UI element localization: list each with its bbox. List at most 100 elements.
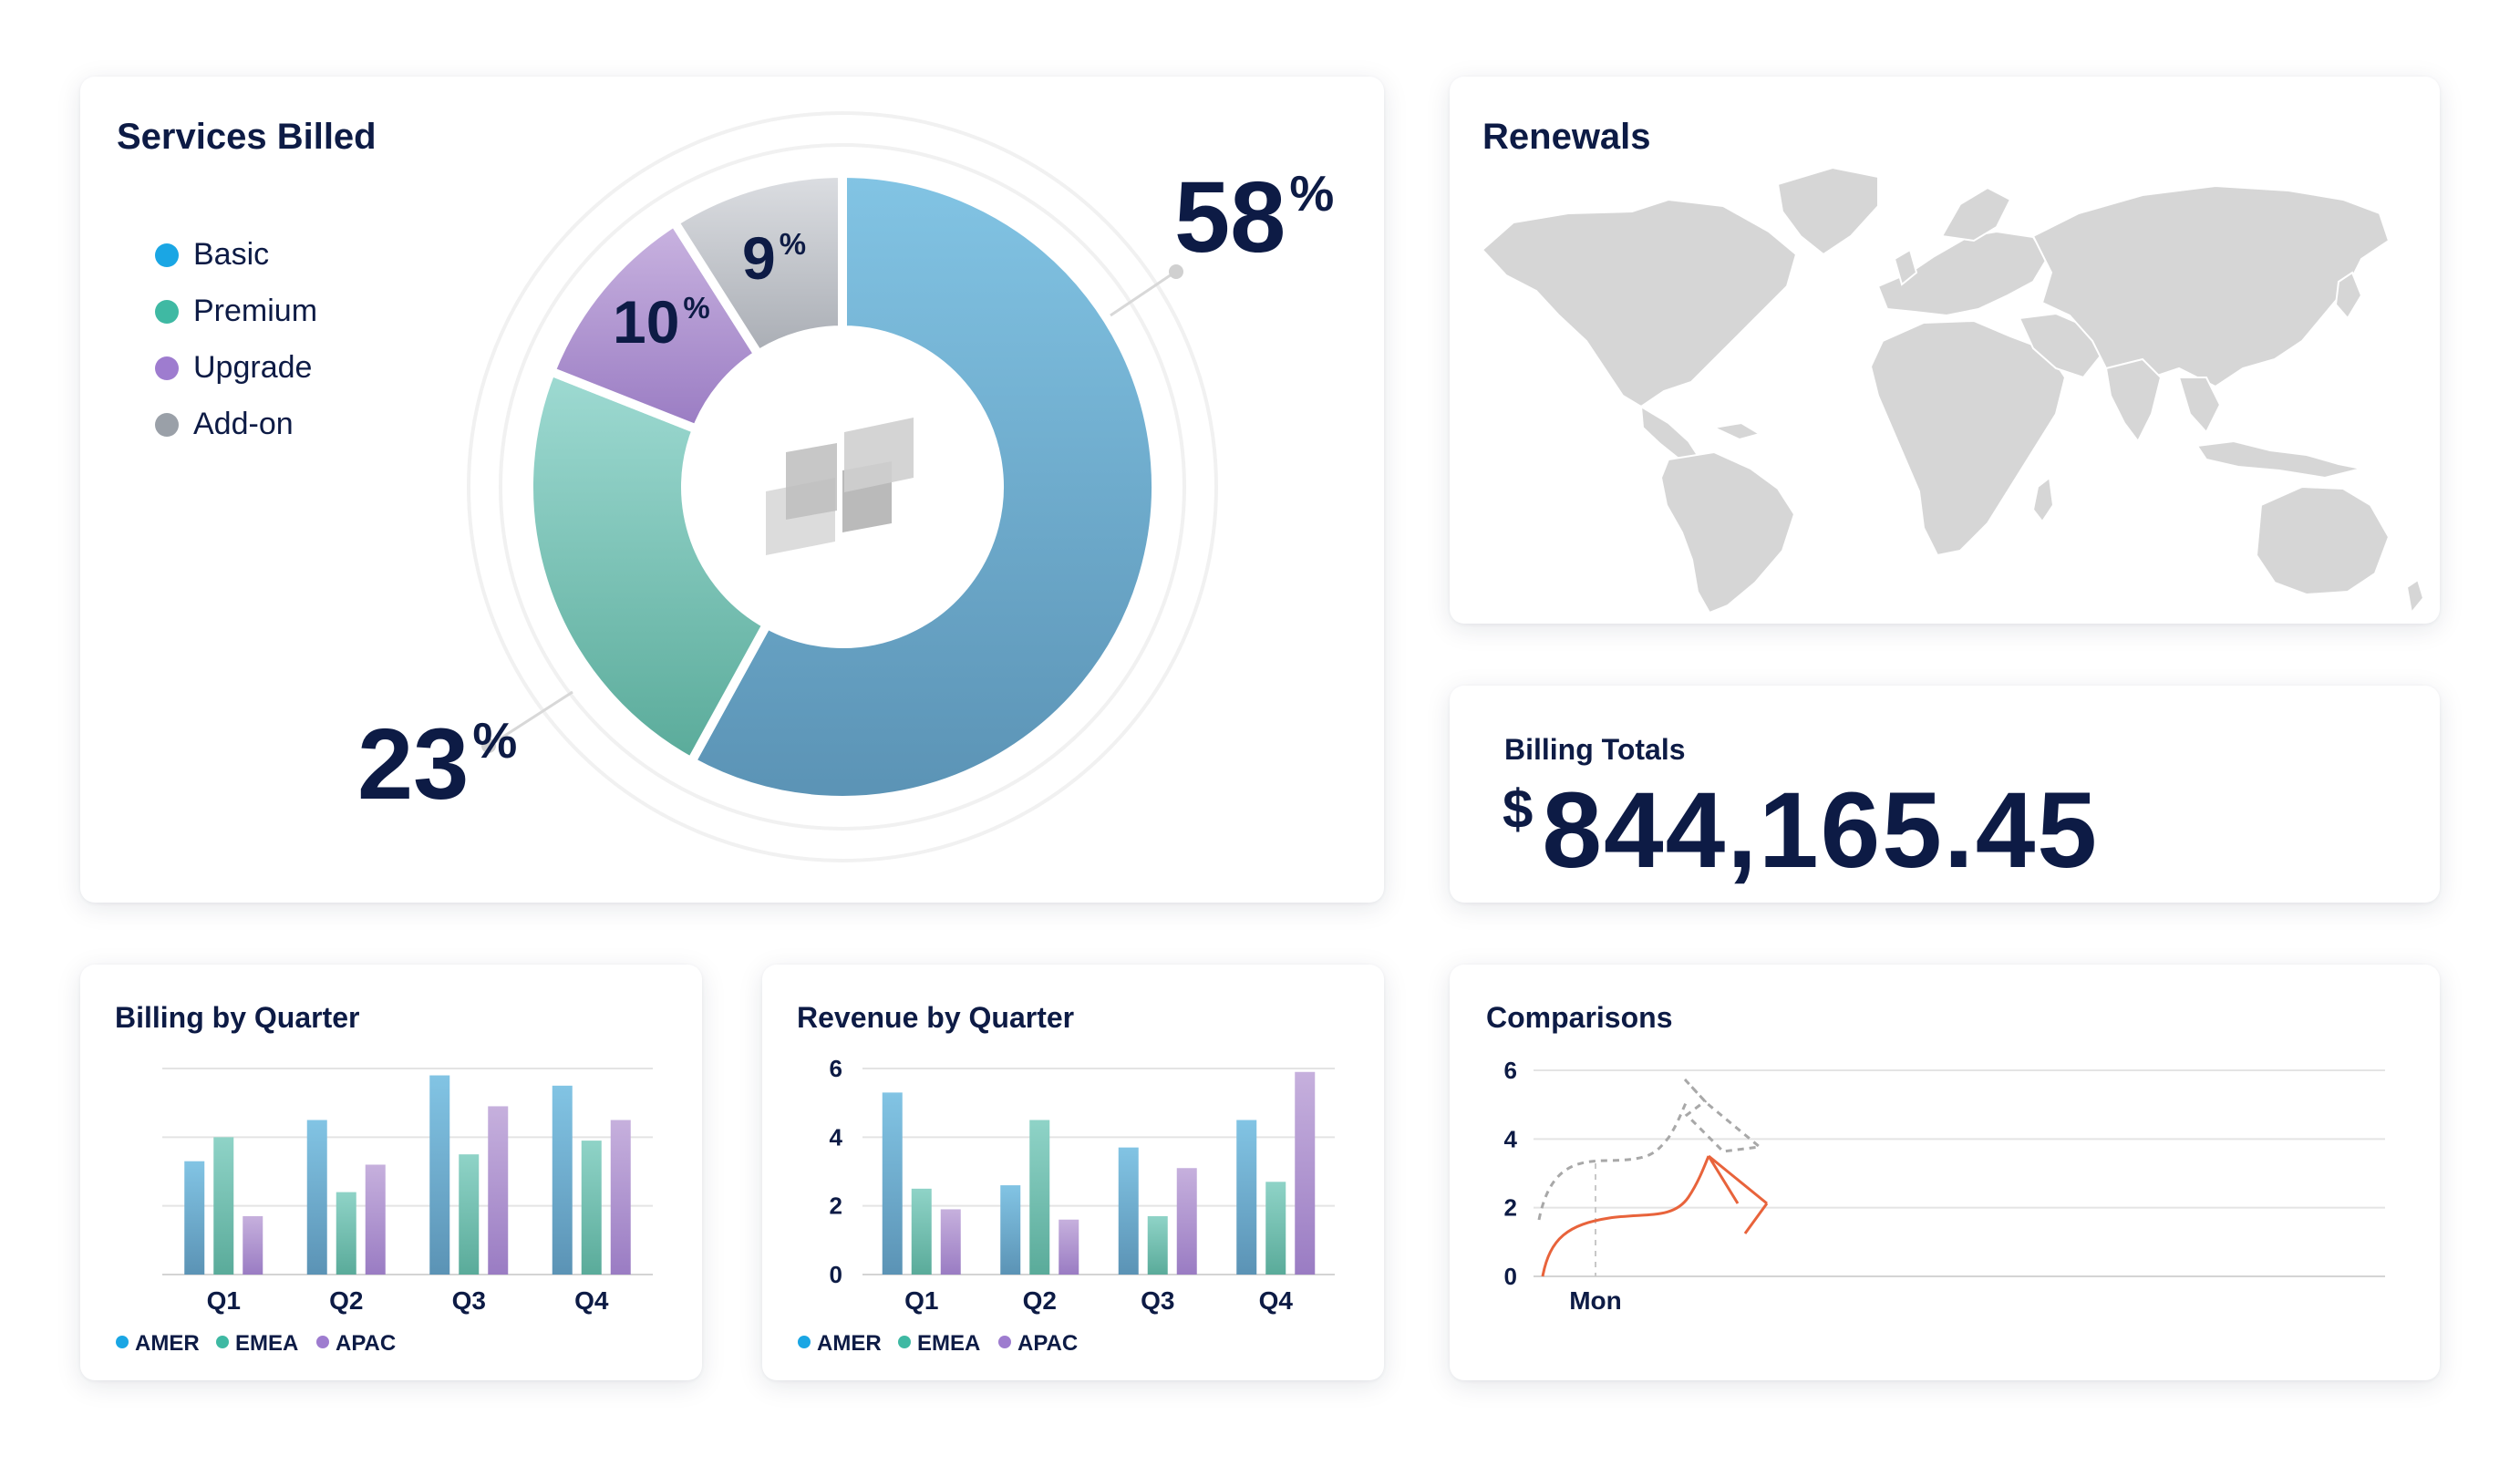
bar-amer-q3	[1118, 1147, 1139, 1275]
comparisons-chart: 0 2 4 6 Mon	[1504, 1057, 2385, 1315]
legend-amer: AMER	[116, 1331, 200, 1356]
bar-apac-q3	[488, 1106, 509, 1275]
legend-dot-upgrade	[155, 356, 179, 380]
legend-item-premium: Premium	[155, 294, 317, 329]
billing-amount: 844,165.45	[1542, 770, 2099, 891]
renewals-title: Renewals	[1482, 117, 1651, 157]
map-greenland	[1776, 166, 1879, 256]
comparison-arrow-dashed	[1537, 1078, 1763, 1276]
legend-apac: APAC	[316, 1331, 396, 1356]
map-africa	[1869, 319, 2067, 557]
revenue-by-quarter-title: Revenue by Quarter	[797, 1001, 1075, 1034]
renewals-card: Renewals	[1450, 77, 2440, 624]
billing-totals-card: Billing Totals $844,165.45	[1450, 686, 2440, 903]
leader-line-basic	[1110, 264, 1183, 317]
map-scandinavia	[1940, 186, 2012, 243]
bar-emea-q3	[1147, 1215, 1168, 1275]
map-asia	[2031, 184, 2391, 397]
svg-text:EMEA: EMEA	[917, 1331, 980, 1356]
percent-label-add-on: 9%	[742, 228, 806, 288]
legend-item-upgrade: Upgrade	[155, 350, 312, 386]
svg-text:AMER: AMER	[135, 1331, 200, 1356]
percent-value-premium: 23	[357, 708, 470, 821]
services-billed-title: Services Billed	[117, 117, 377, 157]
donut-slice-premium	[524, 365, 773, 769]
percent-sign-add-on: %	[779, 226, 807, 261]
bar-apac-q4	[610, 1120, 631, 1275]
map-new-zealand	[2405, 578, 2425, 615]
billing-by-quarter-title: Billing by Quarter	[115, 1001, 360, 1034]
x-tick-label-q1: Q1	[207, 1286, 241, 1315]
percent-sign-upgrade: %	[683, 290, 710, 325]
map-japan	[2334, 271, 2363, 320]
bar-apac-q2	[365, 1164, 386, 1275]
y-tick-label: 4	[830, 1123, 843, 1151]
map-europe	[1876, 230, 2049, 317]
legend-item-basic: Basic	[155, 237, 269, 273]
map-caribbean	[1710, 421, 1762, 441]
x-tick-label-q4: Q4	[1259, 1286, 1294, 1315]
map-madagascar	[2031, 476, 2055, 523]
y-tick-label: 4	[1504, 1125, 1518, 1152]
services-billed-card: Services Billed Basic Premium Upgrade Add-o…	[80, 77, 1384, 903]
bar-emea-q2	[336, 1192, 356, 1275]
legend-dot-add-on	[155, 413, 179, 437]
map-south-america	[1659, 450, 1796, 614]
percent-sign-basic: %	[1289, 165, 1335, 222]
x-tick-label-q3: Q3	[452, 1286, 486, 1315]
map-southeast-asia	[2177, 377, 2222, 434]
leader-line-premium	[481, 690, 573, 753]
x-tick-label-q4: Q4	[574, 1286, 609, 1315]
legend-dot-basic	[155, 243, 179, 267]
legend-amer: AMER	[798, 1331, 882, 1356]
y-tick-label: 6	[830, 1055, 842, 1082]
map-north-america	[1481, 198, 1798, 408]
map-australia	[2255, 485, 2391, 596]
revenue-by-quarter-card: Revenue by Quarter 0 2 4 6 Q1 Q2 Q3 Q4 AMER EMEA A…	[762, 965, 1384, 1380]
bar-apac-q1	[940, 1209, 961, 1275]
legend-label-basic: Basic	[193, 237, 270, 272]
bar-emea-q1	[213, 1137, 234, 1275]
bar-emea-q4	[581, 1141, 602, 1275]
bar-amer-q4	[1236, 1120, 1257, 1275]
svg-text:EMEA: EMEA	[235, 1331, 298, 1356]
percent-value-add-on: 9	[742, 224, 776, 292]
legend-label-premium: Premium	[193, 294, 318, 328]
x-tick-label-mon: Mon	[1569, 1286, 1622, 1315]
donut-slice-add-on	[667, 168, 847, 361]
bar-apac-q3	[1176, 1168, 1197, 1275]
bar-emea-q1	[911, 1188, 932, 1275]
percent-value-upgrade: 10	[613, 288, 680, 356]
bar-apac-q4	[1295, 1071, 1316, 1275]
revenue-by-quarter-chart: 0 2 4 6 Q1 Q2 Q3 Q4 AMER EMEA APAC	[798, 1055, 1335, 1356]
comparison-arrow-solid	[1541, 1154, 1769, 1277]
svg-text:AMER: AMER	[817, 1331, 882, 1356]
legend-dot-premium	[155, 300, 179, 324]
bar-apac-q1	[243, 1215, 263, 1275]
billing-currency-symbol: $	[1503, 779, 1535, 840]
gridlines	[162, 1068, 653, 1275]
percent-label-basic: 58%	[1174, 168, 1334, 268]
percent-value-basic: 58	[1174, 161, 1286, 274]
bar-emea-q2	[1029, 1120, 1050, 1275]
legend-emea: EMEA	[898, 1331, 980, 1356]
world-map-icon	[1481, 166, 2425, 615]
donut-outer-ring	[467, 111, 1218, 862]
gridlines	[862, 1068, 1335, 1275]
bar-apac-q2	[1059, 1219, 1079, 1275]
svg-text:APAC: APAC	[336, 1331, 396, 1356]
bar-amer-q2	[1000, 1185, 1021, 1275]
y-tick-label: 0	[1504, 1263, 1517, 1290]
x-tick-label-q1: Q1	[904, 1286, 938, 1315]
billing-totals-label: Billing Totals	[1504, 733, 1686, 766]
map-india	[2104, 357, 2163, 443]
donut-inner-ring	[499, 143, 1186, 831]
y-tick-label: 2	[1504, 1194, 1517, 1222]
bar-emea-q3	[459, 1154, 480, 1275]
billing-by-quarter-card: Billing by Quarter Q1 Q2 Q3 Q4 AMER EMEA APAC	[80, 965, 702, 1380]
bar-amer-q1	[882, 1092, 903, 1275]
bar-amer-q1	[184, 1161, 205, 1275]
legend-label-upgrade: Upgrade	[193, 350, 313, 385]
y-tick-label: 2	[830, 1192, 842, 1220]
map-uk	[1893, 248, 1918, 286]
